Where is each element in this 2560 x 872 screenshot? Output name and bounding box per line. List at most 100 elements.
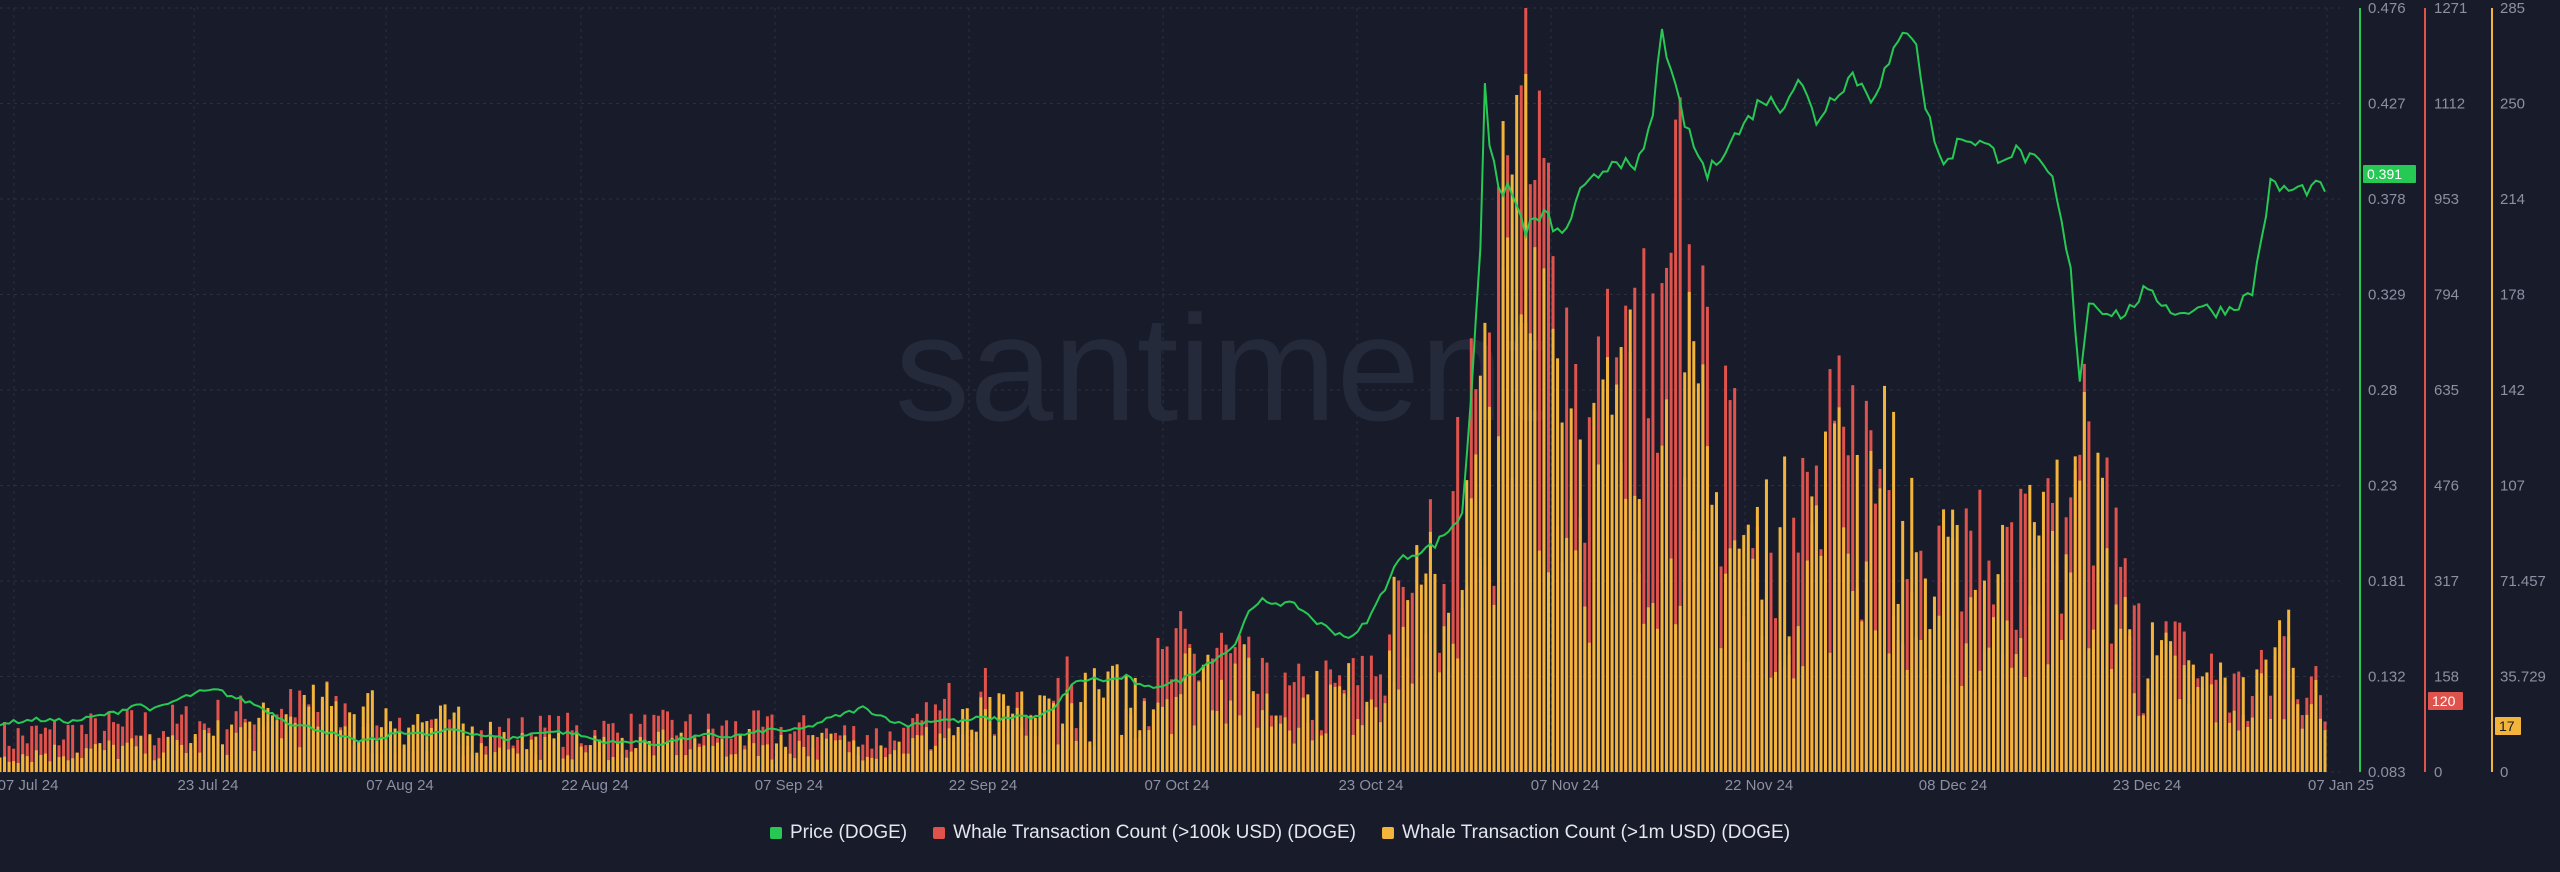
whale-1m-bar (1020, 691, 1024, 772)
axis-tick-label-whale1m: 285 (2500, 0, 2525, 17)
whale-1m-bar (2200, 676, 2204, 772)
whale-1m-bar (775, 743, 779, 772)
whale-1m-bar (2046, 664, 2050, 772)
whale-1m-bar (2082, 392, 2086, 772)
whale-1m-bar (12, 761, 16, 772)
whale-1m-bar (198, 752, 202, 772)
whale-100k-bar (788, 733, 792, 772)
whale-1m-bar (1551, 328, 1555, 772)
whale-100k-bar (943, 698, 947, 772)
whale-1m-bar (897, 741, 901, 772)
whale-1m-bar (1056, 744, 1060, 772)
whale-1m-bar (375, 740, 379, 772)
whale-1m-bar (225, 754, 229, 772)
axis-tick-label-whale100k: 1271 (2434, 0, 2467, 17)
whale-1m-bar (448, 729, 452, 772)
whale-1m-bar (625, 757, 629, 772)
whale-1m-bar (806, 756, 810, 772)
whale-1m-bar (852, 740, 856, 772)
whale-100k-bar (2282, 636, 2286, 772)
axis-tick-label-whale100k: 635 (2434, 382, 2459, 399)
whale-1m-bar (425, 721, 429, 772)
whale-100k-bar (1537, 90, 1541, 772)
axis-tick-label-whale100k: 0 (2434, 764, 2442, 781)
whale-100k-bar (1887, 490, 1891, 772)
whale-1m-bar (929, 750, 933, 772)
whale-1m-bar (116, 758, 120, 772)
whale-1m-bar (1969, 597, 1973, 772)
whale-1m-bar (1497, 436, 1501, 772)
whale-1m-bar (1760, 599, 1764, 772)
whale-1m-bar (811, 735, 815, 772)
whale-1m-bar (1347, 663, 1351, 772)
legend-swatch-whale-100k (933, 827, 946, 839)
whale-1m-bar (2141, 715, 2145, 772)
axis-tick-label-price: 0.23 (2368, 478, 2397, 495)
whale-1m-bar (861, 760, 865, 772)
whale-100k-bar (2178, 622, 2182, 772)
legend-item-whale-100k[interactable]: Whale Transaction Count (>100k USD) (DOG… (933, 822, 1356, 844)
whale-1m-bar (1851, 591, 1855, 772)
whale-1m-bar (606, 760, 610, 772)
whale-100k-bar (507, 718, 511, 772)
whale-1m-bar (1238, 715, 1242, 772)
whale-100k-bar (12, 748, 16, 772)
whale-1m-bar (2160, 640, 2164, 772)
whale-100k-bar (43, 727, 47, 772)
whale-1m-bar (711, 745, 715, 772)
whale-100k-bar (1215, 647, 1219, 772)
whale-100k-bar (180, 714, 184, 772)
whale-1m-bar (2010, 667, 2014, 772)
whale-1m-bar (1883, 385, 1887, 772)
whale-1m-bar (915, 735, 919, 772)
whale-1m-bar (1923, 578, 1927, 772)
whale-1m-bar (1215, 710, 1219, 772)
legend-item-price[interactable]: Price (DOGE) (769, 822, 907, 844)
axis-tick-label-whale100k: 476 (2434, 478, 2459, 495)
whale-100k-bar (1297, 663, 1301, 772)
whale-100k-bar (684, 721, 688, 772)
whale-100k-bar (1546, 162, 1550, 772)
whale-1m-bar (1092, 668, 1096, 772)
whale-1m-bar (429, 727, 433, 772)
whale-1m-bar (720, 739, 724, 772)
whale-100k-bar (756, 710, 760, 772)
whale-1m-bar (734, 754, 738, 772)
whale-1m-bar (552, 738, 556, 772)
whale-1m-bar (1115, 664, 1119, 772)
whale-100k-bar (1655, 452, 1659, 772)
whale-1m-bar (1692, 341, 1696, 772)
legend-item-whale-1m[interactable]: Whale Transaction Count (>1m USD) (DOGE) (1381, 822, 1790, 844)
whale-1m-bar (1179, 694, 1183, 772)
whale-1m-bar (1038, 695, 1042, 772)
whale-1m-bar (207, 733, 211, 772)
whale-1m-bar (121, 745, 125, 772)
whale-1m-bar (175, 740, 179, 772)
whale-1m-bar (856, 746, 860, 772)
whale-1m-bar (2255, 669, 2259, 772)
whale-1m-bar (102, 750, 106, 772)
whale-1m-bar (1624, 498, 1628, 772)
whale-1m-bar (652, 755, 656, 772)
whale-1m-bar (393, 728, 397, 772)
whale-1m-bar (616, 741, 620, 772)
whale-1m-bar (1615, 384, 1619, 772)
whale-100k-bar (2046, 478, 2050, 772)
whale-1m-bar (2219, 662, 2223, 772)
whale-100k-bar (1288, 685, 1292, 772)
whale-1m-bar (1469, 498, 1473, 772)
whale-1m-bar (520, 733, 524, 772)
whale-1m-bar (407, 727, 411, 772)
whale-1m-bar (125, 742, 129, 772)
whale-1m-bar (66, 760, 70, 772)
whale-100k-bar (1651, 293, 1655, 772)
whale-1m-bar (1288, 730, 1292, 772)
axis-tick-label-price: 0.181 (2368, 573, 2406, 590)
whale-1m-bar (1024, 735, 1028, 772)
whale-1m-bar (1587, 642, 1591, 772)
whale-1m-bar (1905, 669, 1909, 772)
whale-1m-bar (983, 709, 987, 772)
whale-1m-bar (1351, 734, 1355, 772)
whale-1m-bar (1015, 707, 1019, 772)
whale-1m-bar (1619, 347, 1623, 772)
